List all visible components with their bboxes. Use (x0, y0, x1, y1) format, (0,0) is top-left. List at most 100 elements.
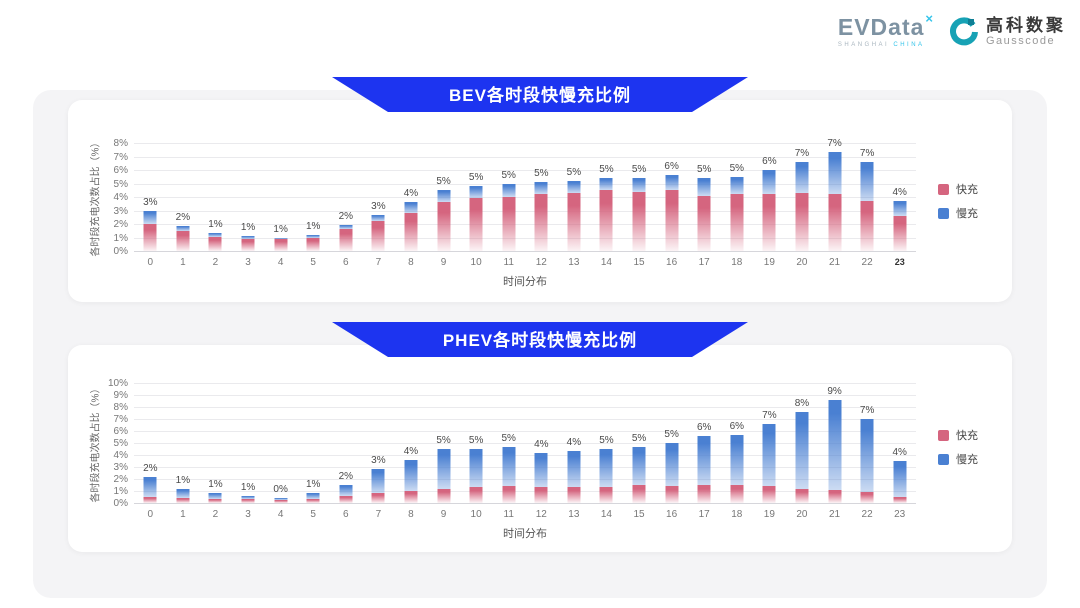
y-tick-label: 3% (113, 462, 128, 473)
x-tick-label: 23 (894, 509, 906, 520)
stacked-bar (795, 411, 809, 503)
bar-total-label: 1% (305, 478, 321, 490)
bar-slot: 2% (167, 143, 200, 251)
fast-segment (274, 500, 288, 503)
phev-chart-card: 各时段充电次数占比（%） 0% 1% 2% 3% 4% 5% 6% 7% 8% 9% 10% 2% 0 1%… (68, 345, 1012, 552)
bar-slot: 2% (134, 383, 167, 503)
x-tick-label: 14 (600, 257, 612, 268)
stacked-bar (795, 161, 809, 251)
bar-slot: 5% (558, 143, 591, 251)
slow-segment (632, 178, 646, 192)
gausscode-en-text: Gausscode (986, 35, 1056, 47)
bar-total-label: 8% (794, 397, 810, 409)
bar-total-label: 5% (468, 171, 484, 183)
fast-segment (567, 487, 581, 503)
bar-total-label: 5% (599, 435, 614, 446)
slow-segment (893, 461, 907, 497)
slow-segment (795, 161, 809, 193)
slow-segment (795, 411, 809, 489)
fast-segment (828, 489, 842, 503)
bar-slot: 0% (264, 383, 297, 503)
bar-slot: 3% (362, 383, 395, 503)
phev-title-banner: PHEV各时段快慢充比例 (332, 322, 748, 357)
phev-chart-block: PHEV各时段快慢充比例 各时段充电次数占比（%） 0% 1% 2% 3% 4% 5% 6% 7… (68, 345, 1012, 552)
bar-slot: 7% (851, 383, 884, 503)
report-panel: BEV各时段快慢充比例 各时段充电次数占比（%） 0% 1% 2% 3% 4% 5% 6% 7%… (33, 90, 1047, 598)
x-tick-label: 8 (408, 257, 414, 268)
slow-segment (762, 423, 776, 487)
bar-total-label: 5% (501, 169, 516, 181)
fast-segment (828, 194, 842, 251)
stacked-bar (599, 449, 613, 503)
bar-total-label: 1% (208, 219, 223, 231)
fast-segment (437, 202, 451, 251)
bar-slot: 5% (460, 383, 493, 503)
fast-segment (665, 190, 679, 251)
stacked-bar (371, 469, 385, 503)
bar-total-label: 1% (273, 224, 288, 236)
y-tick-label: 5% (113, 438, 128, 449)
bev-chart: 各时段充电次数占比（%） 0% 1% 2% 3% 4% 5% 6% 7% 8% 3% 0 2% 1 1% 2 1… (68, 100, 1012, 302)
bar-total-label: 3% (371, 200, 386, 212)
bar-slot: 5% (492, 383, 525, 503)
evdata-x-mark: × (925, 11, 934, 26)
y-tick-label: 6% (113, 165, 128, 176)
slow-segment (567, 180, 581, 193)
x-tick-label: 15 (633, 509, 645, 520)
stacked-bar (632, 178, 646, 251)
bar-total-label: 7% (794, 147, 810, 159)
stacked-bar (437, 449, 451, 503)
fast-segment (860, 492, 874, 503)
gridline (134, 443, 916, 444)
stacked-bar (274, 238, 288, 251)
fast-segment (860, 201, 874, 251)
stacked-bar (143, 211, 157, 251)
bar-total-label: 4% (892, 187, 907, 199)
gridline (134, 419, 916, 420)
bar-slot: 1% (199, 143, 232, 251)
bar-total-label: 2% (143, 462, 158, 474)
x-tick-label: 4 (277, 257, 284, 268)
fast-segment (241, 238, 255, 251)
gridline (134, 455, 916, 456)
gridline (134, 197, 916, 198)
bar-slot: 7% (786, 143, 819, 251)
x-tick-label: 3 (245, 257, 251, 268)
stacked-bar (534, 452, 548, 503)
bar-total-label: 1% (240, 481, 256, 493)
bar-total-label: 5% (566, 166, 582, 178)
stacked-bar (828, 399, 842, 503)
bar-slot: 1% (199, 383, 232, 503)
fast-segment (893, 497, 907, 503)
bar-slot: 5% (427, 383, 460, 503)
bar-slot: 5% (460, 143, 493, 251)
slow-segment (339, 225, 353, 230)
bar-slot: 6% (655, 143, 688, 251)
bev-chart-card: 各时段充电次数占比（%） 0% 1% 2% 3% 4% 5% 6% 7% 8% 3% 0 2% 1 1% 2 1… (68, 100, 1012, 302)
bar-slot: 7% (818, 138, 851, 251)
y-tick-label: 6% (113, 426, 128, 437)
bar-slot: 1% (297, 383, 330, 503)
x-tick-label: 19 (763, 257, 775, 268)
x-tick-label: 3 (245, 509, 251, 520)
legend: 快充 慢充 (938, 181, 978, 221)
stacked-bar (404, 201, 418, 251)
bar-total-label: 0% (273, 483, 288, 495)
stacked-bar (176, 488, 190, 503)
bar-total-label: 5% (501, 432, 516, 444)
stacked-bar (502, 446, 516, 503)
fast-segment (143, 224, 157, 251)
stacked-bar (567, 451, 581, 503)
slow-segment (469, 185, 483, 199)
slow-segment (437, 449, 451, 489)
stacked-bar (697, 178, 711, 251)
x-tick-label: 1 (180, 257, 186, 268)
stacked-bar (306, 492, 320, 503)
slow-segment (502, 183, 516, 197)
slow-segment (860, 161, 874, 202)
bar-total-label: 4% (403, 187, 419, 199)
bar-slot: 1% (264, 143, 297, 251)
fast-segment (632, 191, 646, 251)
bar-slot: 4% (558, 383, 591, 503)
bar-total-label: 5% (436, 176, 451, 188)
